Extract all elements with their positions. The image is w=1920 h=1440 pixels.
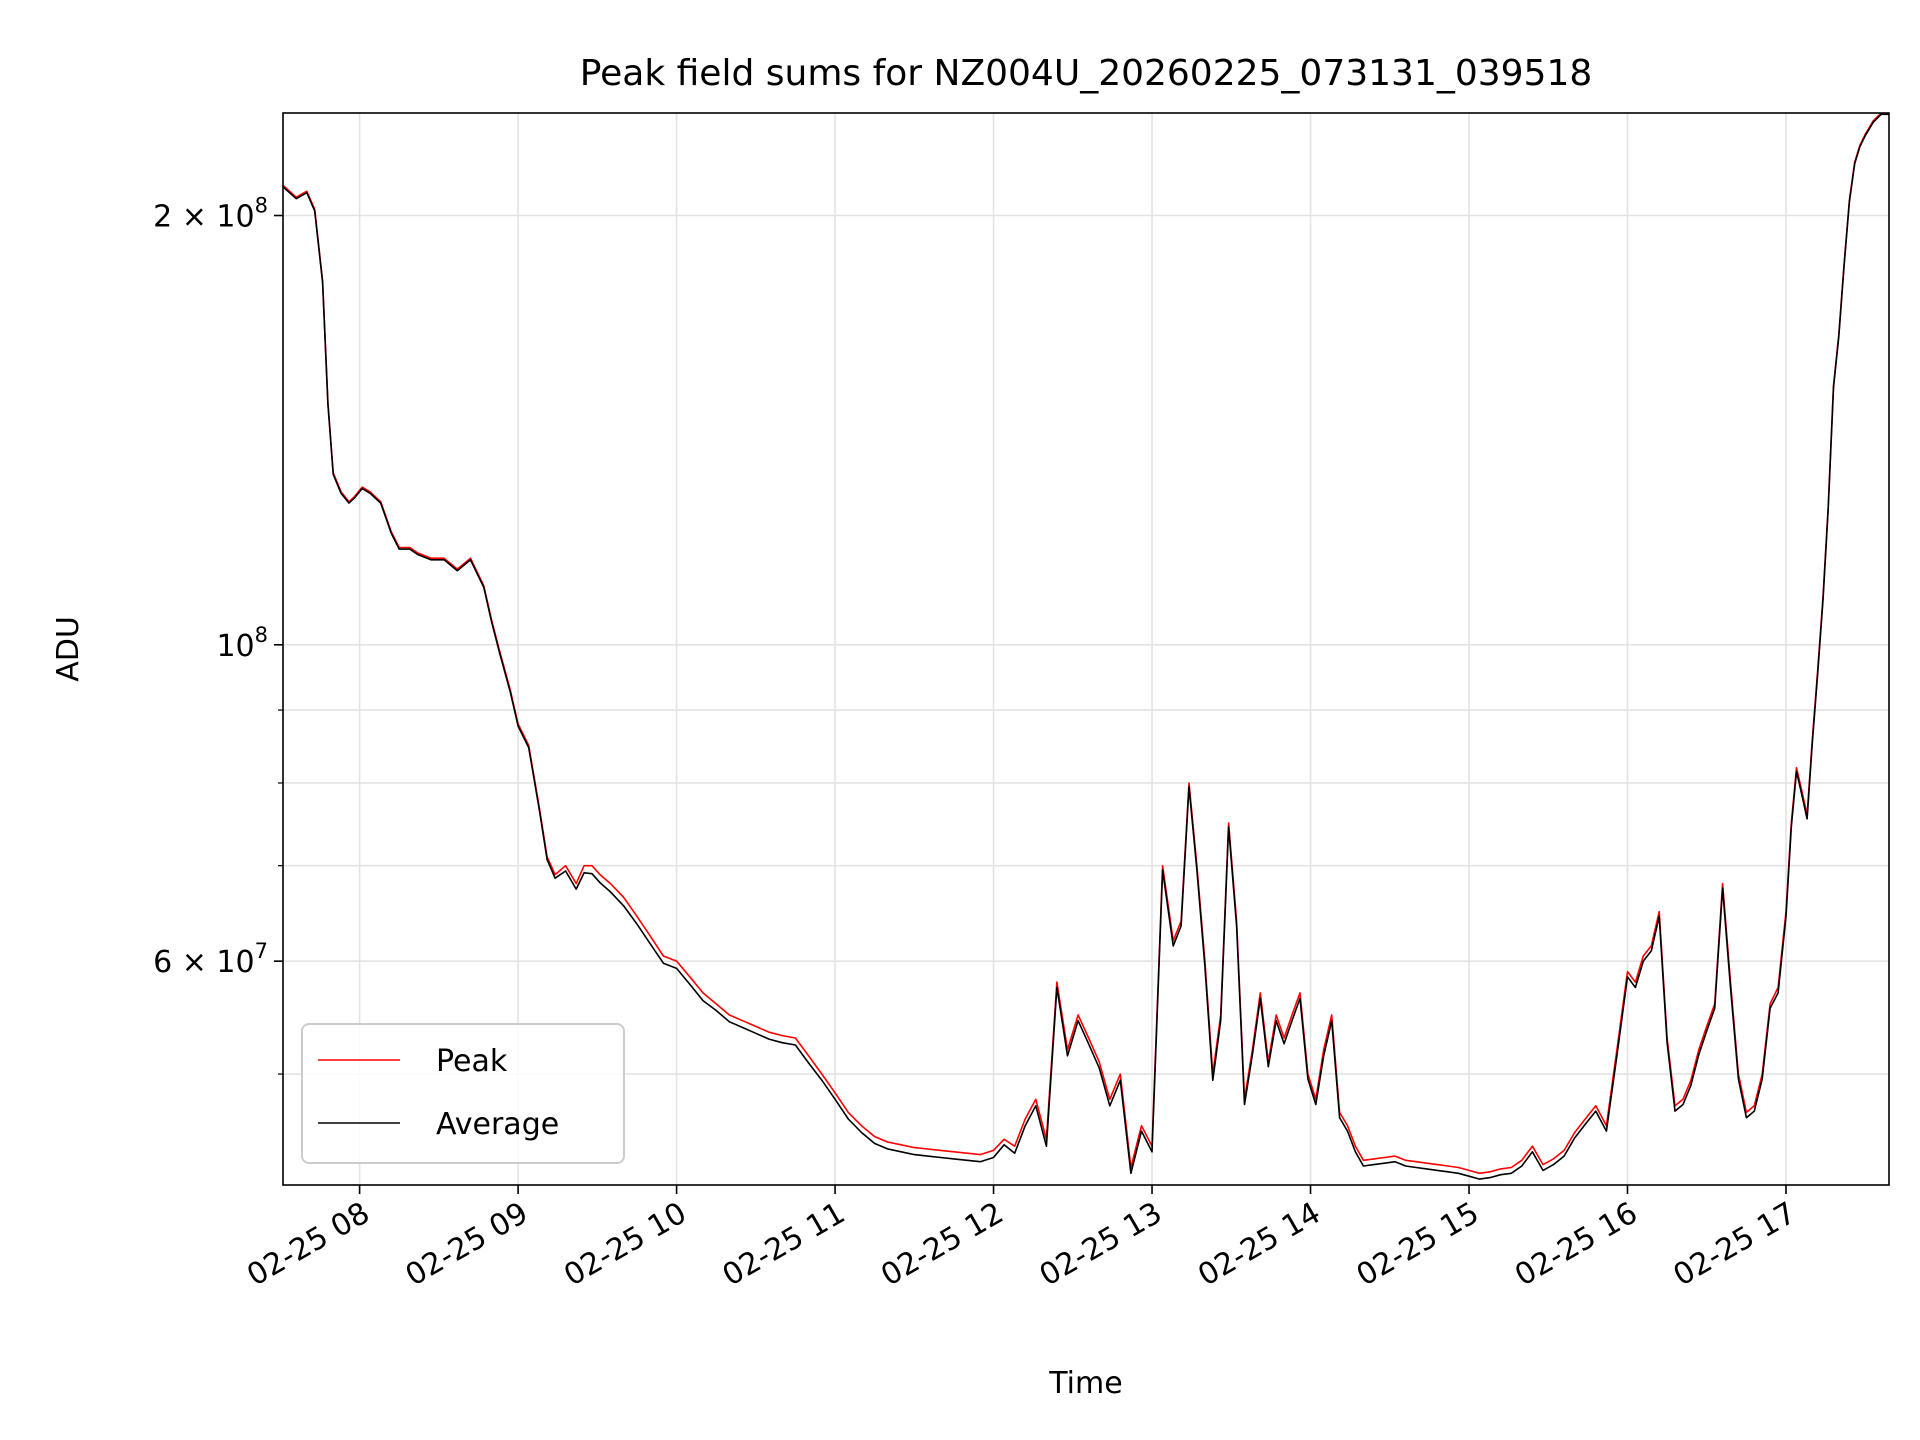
y-tick-label: 108 <box>216 623 268 664</box>
y-axis: 2 × 108 108 6 × 107 <box>153 194 283 1075</box>
chart-title: Peak field sums for NZ004U_20260225_0731… <box>580 53 1593 94</box>
y-tick-label: 6 × 107 <box>153 939 268 980</box>
series-line-average <box>283 113 1889 1180</box>
plot-frame <box>282 112 1890 1186</box>
y-axis-label: ADU <box>51 616 86 682</box>
legend: Peak Average <box>301 1023 625 1164</box>
legend-label-peak: Peak <box>436 1044 508 1079</box>
grid <box>283 113 1889 1185</box>
series-layer <box>283 113 1889 1180</box>
y-tick-label: 2 × 108 <box>153 194 268 235</box>
legend-label-average: Average <box>436 1107 559 1142</box>
x-axis-label: Time <box>1048 1366 1122 1401</box>
legend-box <box>301 1023 625 1164</box>
